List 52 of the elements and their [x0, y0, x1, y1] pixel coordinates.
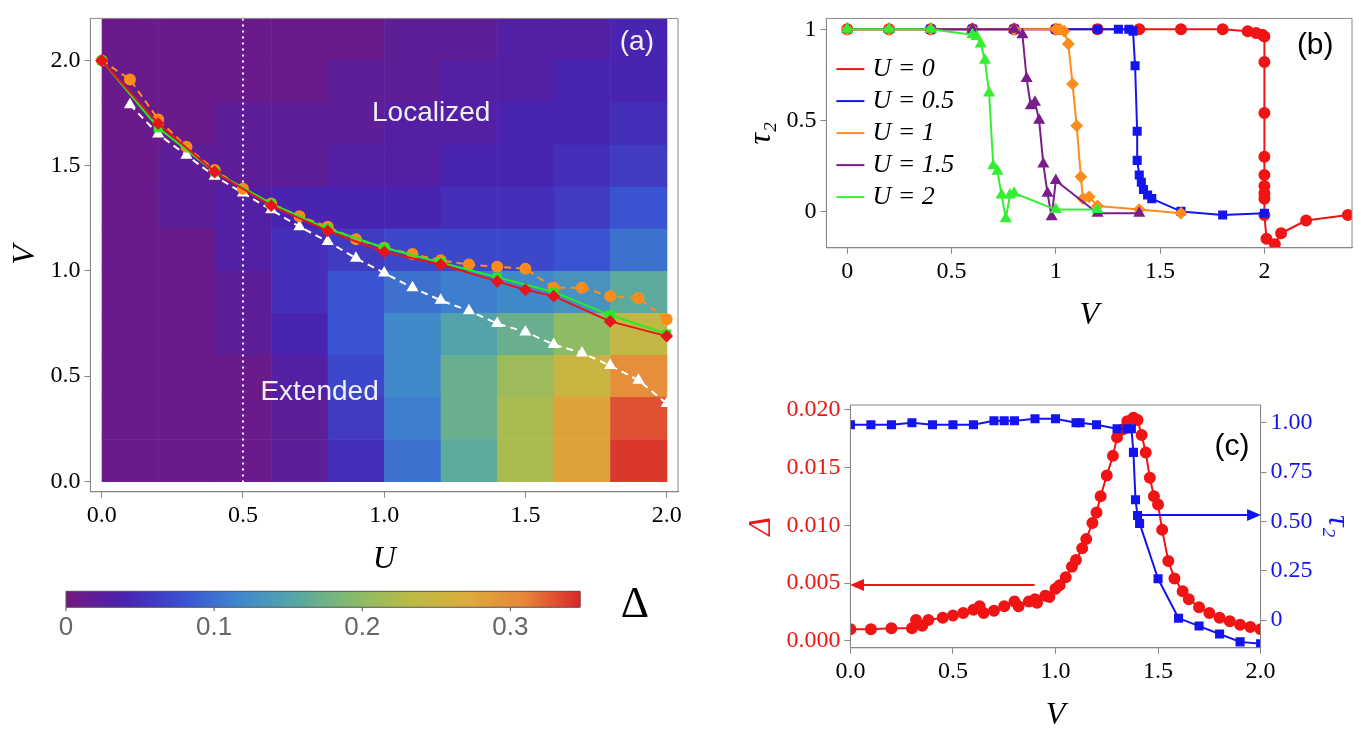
- legend-label: U = 0: [872, 52, 935, 82]
- y-tick-label: 0.5: [50, 361, 81, 388]
- y-tick-label: 1: [804, 14, 817, 41]
- y2-tick-label: 0.75: [1270, 457, 1313, 484]
- y2-tick-label: 0.25: [1270, 556, 1313, 583]
- x-tick-label: 2.0: [1245, 657, 1276, 684]
- y-axis-title: Δ: [740, 517, 777, 538]
- x-tick-label: 1.5: [1145, 257, 1176, 284]
- color-bar-label: 0.1: [196, 611, 233, 642]
- y-tick-label: 0.015: [786, 452, 841, 479]
- x-tick-label: 0.5: [936, 257, 967, 284]
- y-axis-title: τ₂: [740, 121, 777, 145]
- x-axis-title: V: [1079, 295, 1103, 332]
- y-tick-label: 0.000: [786, 626, 841, 653]
- y-tick-label: 0.5: [786, 105, 817, 132]
- x-tick-label: 1.0: [369, 501, 400, 528]
- y-tick-label: 1.5: [50, 150, 81, 177]
- y2-tick-label: 1.00: [1270, 408, 1313, 435]
- x-tick-label: 2: [1258, 257, 1271, 284]
- annotation: Localized: [372, 95, 491, 127]
- legend-label: U = 1.5: [872, 148, 955, 178]
- x-tick-label: 1: [1049, 257, 1062, 284]
- legend-label: U = 2: [872, 180, 935, 210]
- y-axis-title: V: [4, 241, 41, 265]
- x-tick-label: 0.0: [835, 657, 866, 684]
- y2-axis-title: τ₂: [1322, 515, 1359, 538]
- y-tick-label: 0.0: [50, 466, 81, 493]
- legend-label: U = 1: [872, 116, 935, 146]
- y-tick-label: 0: [804, 196, 817, 223]
- annotation: (b): [1296, 27, 1334, 61]
- x-axis-title: U: [372, 539, 398, 576]
- x-axis-title: V: [1045, 695, 1069, 732]
- x-tick-label: 0.0: [86, 501, 117, 528]
- x-tick-label: 2.0: [651, 501, 682, 528]
- x-tick-label: 1.5: [510, 501, 541, 528]
- annotation: (a): [619, 24, 654, 56]
- y-tick-label: 0.020: [786, 394, 841, 421]
- color-bar-title: Δ: [620, 577, 650, 627]
- y-tick-label: 0.010: [786, 510, 841, 537]
- y2-tick-label: 0.50: [1270, 506, 1313, 533]
- x-tick-label: 1.0: [1040, 657, 1071, 684]
- color-bar-label: 0.3: [492, 611, 529, 642]
- y-tick-label: 0.005: [786, 568, 841, 595]
- color-bar-label: 0.2: [344, 611, 381, 642]
- x-tick-label: 0.5: [937, 657, 968, 684]
- legend-label: U = 0.5: [872, 84, 955, 114]
- annotation: Extended: [260, 375, 379, 407]
- annotation: (c): [1214, 427, 1250, 461]
- y-tick-label: 2.0: [50, 45, 81, 72]
- x-tick-label: 1.5: [1143, 657, 1174, 684]
- y2-tick-label: 0: [1270, 605, 1283, 632]
- x-tick-label: 0.5: [227, 501, 258, 528]
